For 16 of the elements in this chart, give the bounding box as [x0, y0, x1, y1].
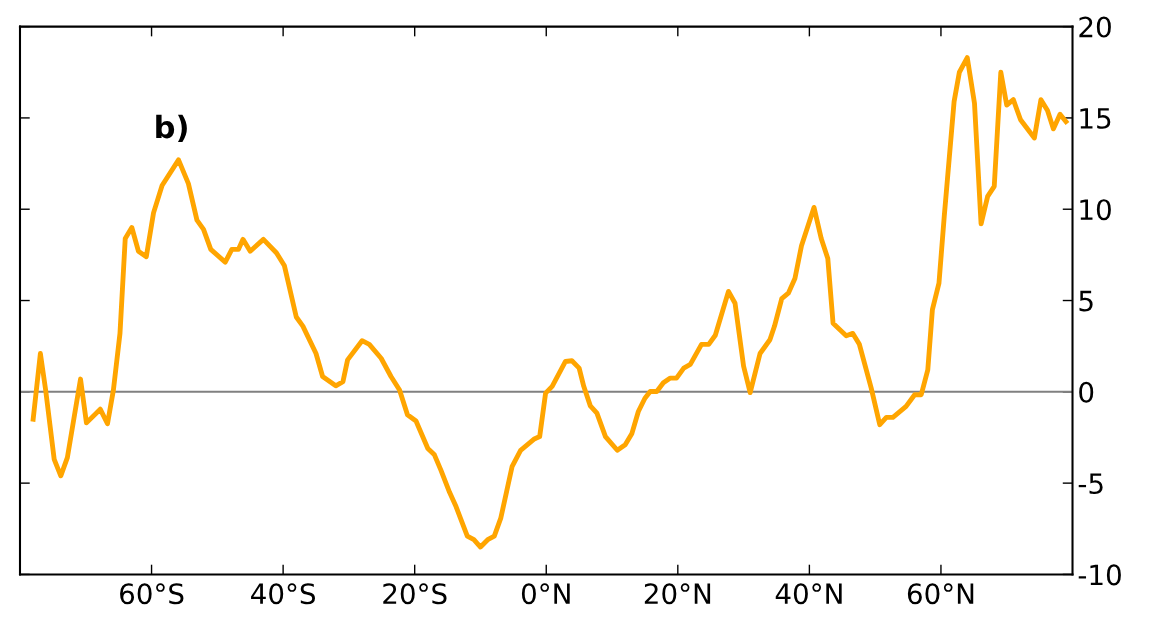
y-tick-label: 5: [1079, 290, 1093, 312]
y-tick-label: 10: [1080, 199, 1111, 221]
x-tick-label: 60°N: [907, 583, 974, 605]
annotation: b): [156, 114, 187, 143]
x-tick-label: 40°S: [251, 583, 316, 605]
y-tick-label: -5: [1078, 473, 1103, 495]
x-tick-label: 20°S: [383, 583, 447, 605]
x-tick-label: 40°N: [775, 583, 842, 605]
x-tick-label: 0°N: [521, 583, 570, 605]
y-tick-label: 0: [1079, 381, 1094, 403]
y-tick-label: 15: [1080, 108, 1111, 129]
line-series: [30, 55, 1069, 550]
x-tick-label: 60°S: [120, 583, 184, 605]
y-tick-label: -10: [1078, 564, 1121, 586]
x-tick-label: 20°N: [644, 583, 711, 605]
y-tick-label: 20: [1079, 16, 1111, 38]
